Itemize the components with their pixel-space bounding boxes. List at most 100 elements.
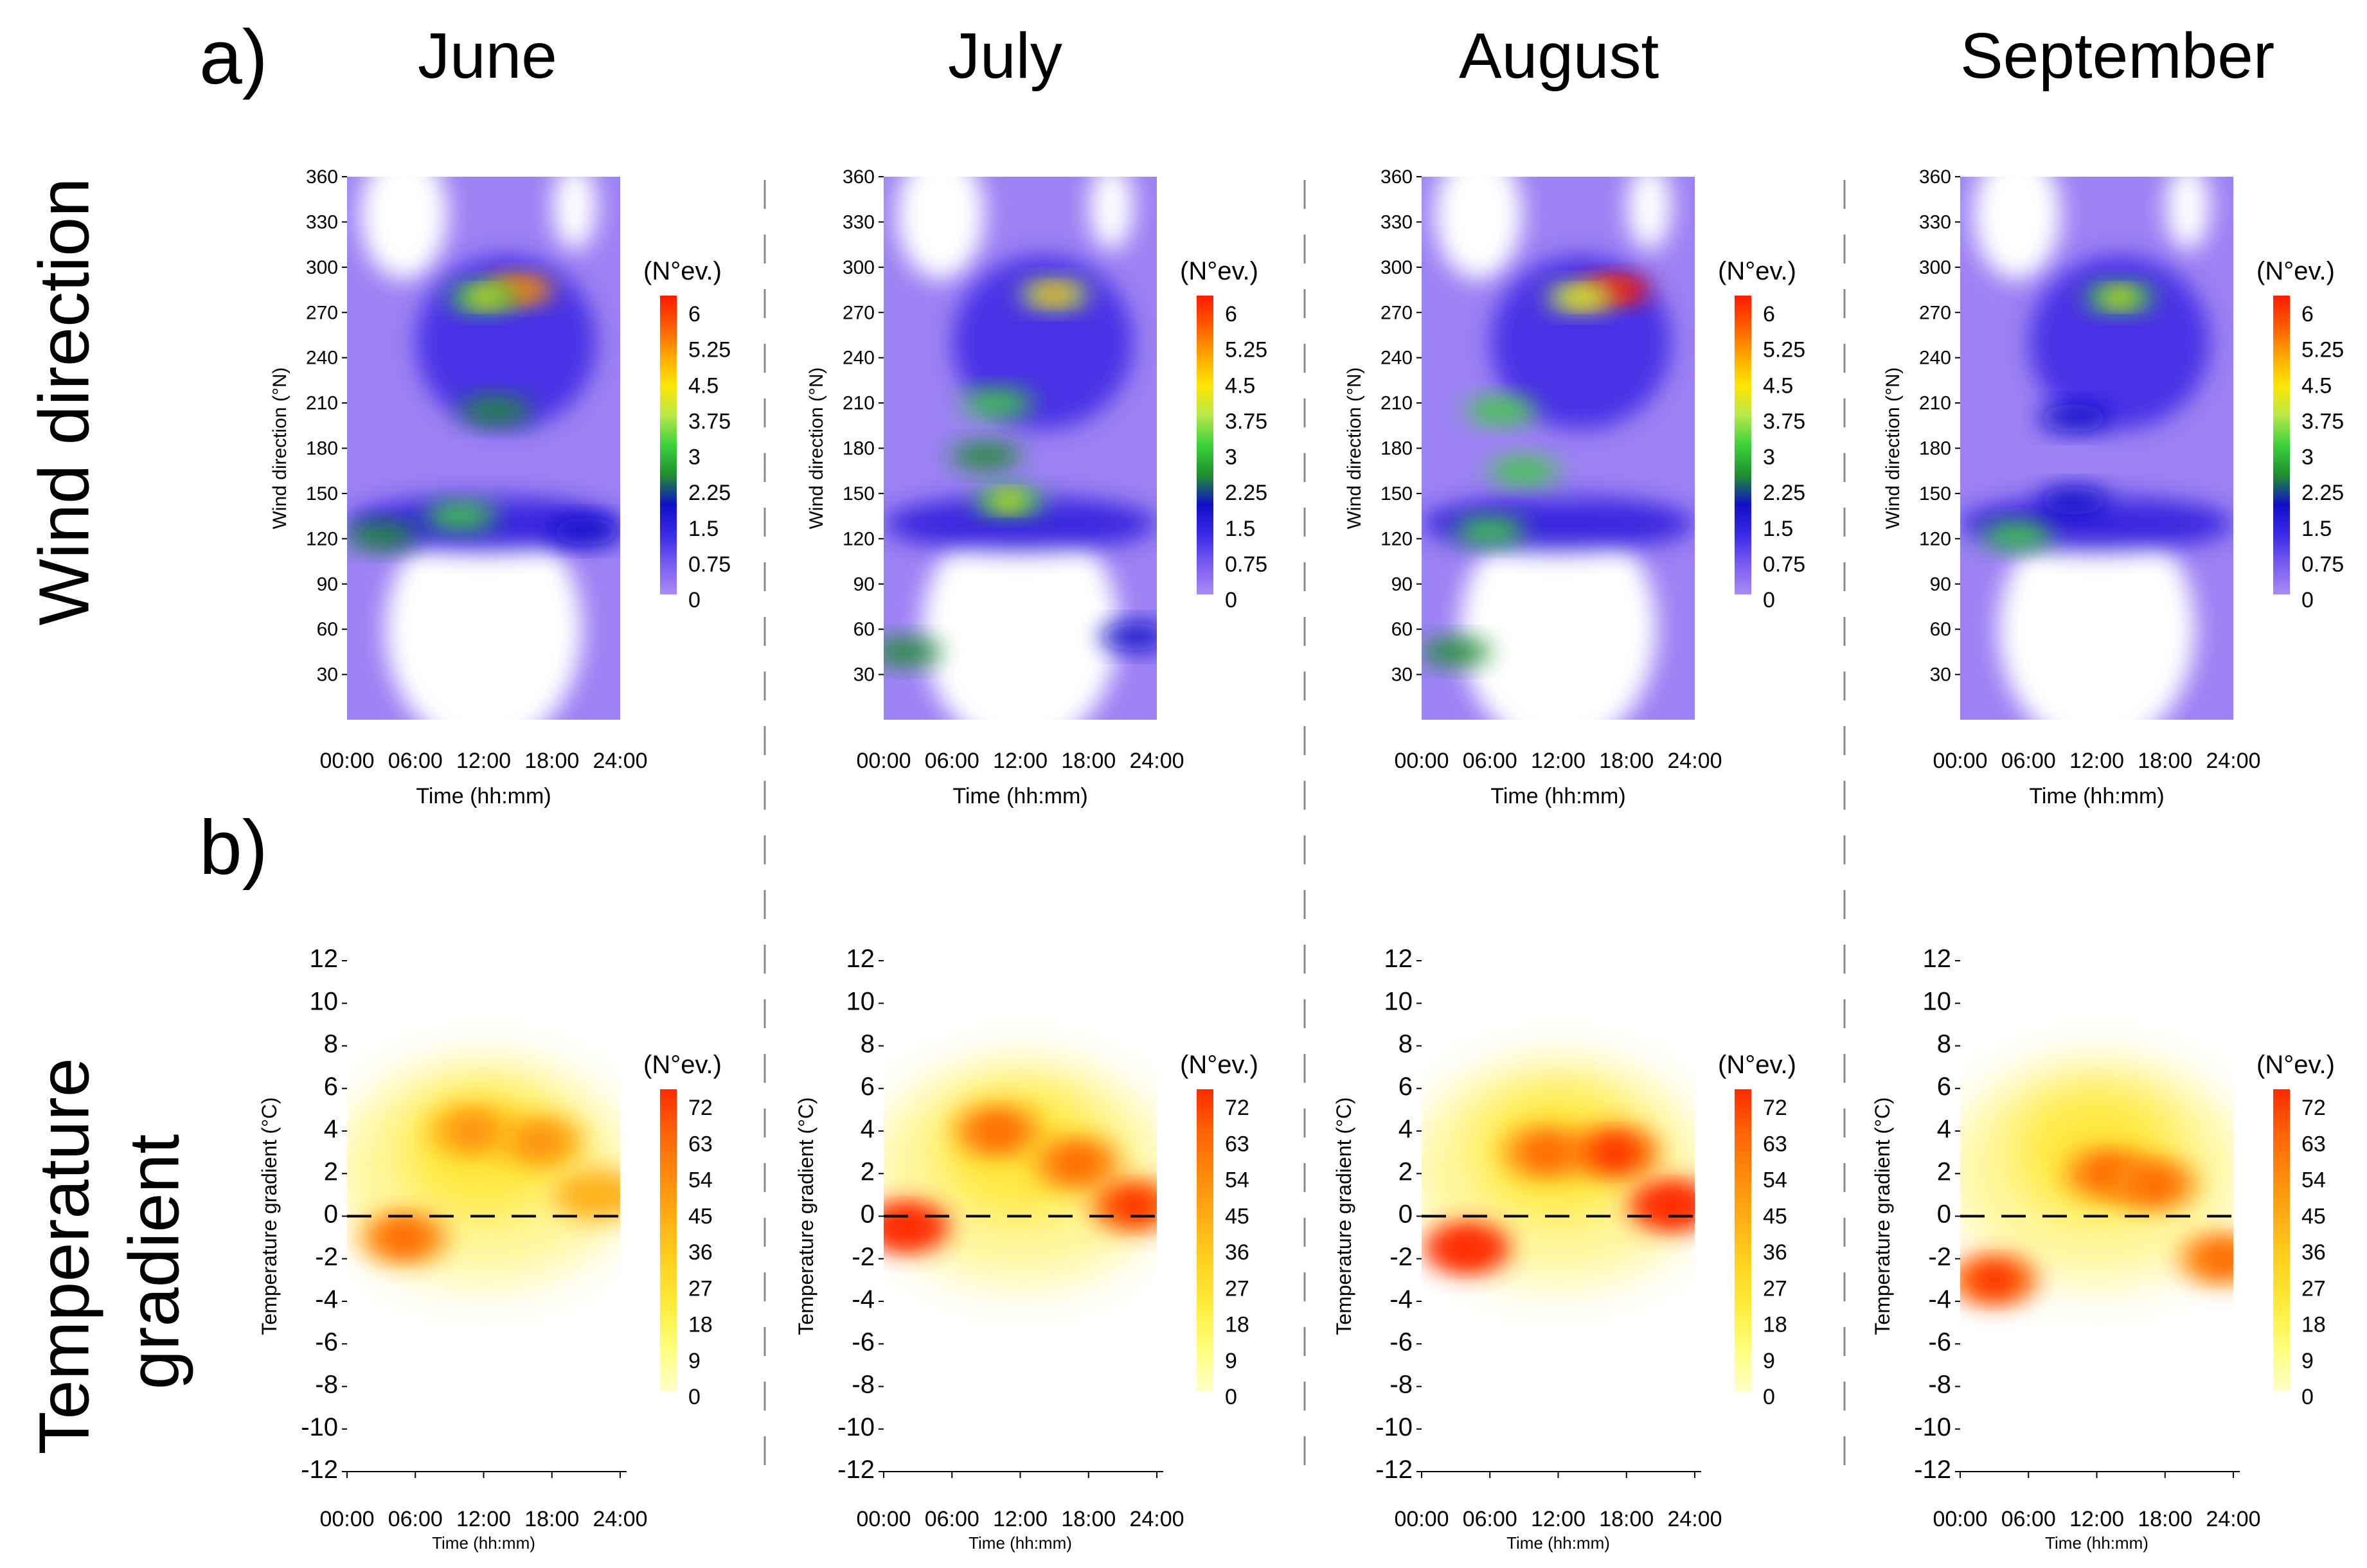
temp-july-xtick-label: 12:00 — [993, 1507, 1048, 1531]
temp-september-ytick-label: -2 — [1928, 1243, 1951, 1271]
wind-august-ytick-label: 90 — [1391, 574, 1413, 595]
wind-august-xtick-label: 18:00 — [1599, 749, 1654, 773]
wind-september-hotspot-core-0 — [2104, 289, 2136, 306]
wind-september-hotspot-3 — [2038, 487, 2110, 515]
temp-august-ytick-label: -10 — [1375, 1413, 1413, 1441]
temp-september-ytick-label: -6 — [1928, 1328, 1951, 1356]
temp-july-ytick-label: 0 — [861, 1200, 875, 1229]
wind-june-ylabel: Wind direction (°N) — [269, 367, 290, 529]
temp-september-xtick-label: 24:00 — [2206, 1507, 2260, 1531]
wind-june-colorbar-tick: 5.25 — [688, 338, 731, 362]
wind-september-colorbar-tick: 6 — [2301, 302, 2314, 326]
temp-june-ylabel: Temperature gradient (°C) — [258, 1097, 281, 1335]
temp-september-colorbar-tick: 9 — [2301, 1349, 2314, 1373]
wind-july-colorbar-tick: 5.25 — [1225, 338, 1267, 362]
temp-july-xlabel: Time (hh:mm) — [969, 1533, 1072, 1553]
temp-july-ylabel: Temperature gradient (°C) — [794, 1097, 817, 1335]
wind-july-xlabel: Time (hh:mm) — [952, 784, 1087, 808]
wind-june-ytick-label: 210 — [306, 393, 338, 414]
wind-july-plot-area — [884, 177, 1157, 720]
wind-july-ytick-label: 30 — [853, 664, 875, 686]
wind-august-ytick-label: 240 — [1380, 348, 1413, 369]
temp-july-colorbar-tick: 27 — [1225, 1276, 1249, 1301]
temp-july-hotspot-core-1 — [978, 1116, 1017, 1146]
wind-july-colorbar-tick: 6 — [1225, 302, 1237, 326]
temp-july-colorbar-tick: 36 — [1225, 1240, 1249, 1265]
temp-june-colorbar-title: (N°ev.) — [643, 1051, 722, 1079]
temp-august-ytick-label: -12 — [1375, 1456, 1413, 1484]
wind-september-colorbar-tick: 4.5 — [2301, 373, 2332, 398]
temp-june-ytick-label: -2 — [315, 1243, 338, 1271]
wind-june-ytick-label: 60 — [317, 619, 338, 640]
temp-august-colorbar-tick: 72 — [1763, 1096, 1787, 1120]
wind-september-ytick-label: 120 — [1919, 528, 1951, 549]
wind-june-colorbar-tick: 2.25 — [688, 481, 731, 505]
month-title-june: June — [418, 20, 557, 92]
wind-july-xtick-label: 18:00 — [1061, 749, 1116, 773]
month-title-september: September — [1960, 20, 2275, 92]
temp-september-ytick-label: -8 — [1928, 1371, 1951, 1399]
temp-september-ytick-label: 10 — [1923, 987, 1952, 1015]
wind-june-ytick-label: 30 — [317, 664, 338, 686]
temp-september-xtick-label: 12:00 — [2069, 1507, 2124, 1531]
wind-september-ytick-label: 60 — [1930, 619, 1951, 640]
temp-september-colorbar-tick: 0 — [2301, 1385, 2314, 1409]
wind-september-xtick-label: 12:00 — [2069, 749, 2124, 773]
wind-june-colorbar-tick: 6 — [688, 302, 701, 326]
wind-august-colorbar-tick: 0 — [1763, 588, 1775, 612]
panel-b-label: b) — [199, 805, 268, 891]
wind-august-colorbar-tick: 4.5 — [1763, 373, 1793, 398]
wind-september-ytick-label: 180 — [1919, 438, 1951, 459]
temp-june-colorbar — [660, 1089, 677, 1391]
temp-august-hotspot-core-1 — [1527, 1137, 1567, 1168]
wind-june-ytick-label: 270 — [306, 302, 338, 323]
wind-july-hotspot-3 — [951, 442, 1022, 470]
temp-june-ytick-label: 8 — [324, 1030, 338, 1058]
temp-july-ytick-label: 10 — [846, 987, 875, 1015]
wind-september-colorbar-tick: 3.75 — [2301, 409, 2344, 434]
temp-august-hotspot-core-2 — [1595, 1137, 1635, 1168]
wind-september-colorbar — [2273, 296, 2290, 594]
temp-august-colorbar-tick: 0 — [1763, 1385, 1775, 1409]
temp-june-hotspot-core-2 — [521, 1126, 560, 1157]
temp-august-ytick-label: 8 — [1398, 1030, 1413, 1058]
temp-june-colorbar-tick: 36 — [688, 1240, 713, 1265]
temp-june-ytick-label: 12 — [310, 945, 339, 973]
wind-june-ytick-label: 300 — [306, 257, 338, 278]
temp-june-xtick-label: 00:00 — [319, 1507, 374, 1531]
temp-september-ytick-label: 6 — [1937, 1073, 1951, 1101]
month-title-july: July — [948, 20, 1062, 92]
wind-june-plot-area — [347, 177, 620, 720]
temp-september-xtick-label: 18:00 — [2138, 1507, 2192, 1531]
wind-june-xtick-label: 18:00 — [524, 749, 579, 773]
temp-june-xtick-label: 18:00 — [524, 1507, 579, 1531]
wind-august-xtick-label: 06:00 — [1463, 749, 1517, 773]
temp-july-ytick-label: 2 — [861, 1157, 875, 1186]
temp-june-colorbar-tick: 63 — [688, 1132, 713, 1156]
temp-september-colorbar-tick: 18 — [2301, 1313, 2326, 1337]
wind-july-ytick-label: 300 — [843, 257, 875, 278]
wind-june-ytick-label: 120 — [306, 528, 338, 549]
temp-august-ytick-label: -8 — [1389, 1371, 1413, 1399]
temp-september-colorbar-tick: 27 — [2301, 1276, 2326, 1301]
temp-july-xtick-label: 18:00 — [1061, 1507, 1116, 1531]
temp-july-ytick-label: -12 — [837, 1456, 875, 1484]
temp-july-ytick-label: -6 — [852, 1328, 875, 1356]
wind-june-ytick-label: 90 — [317, 574, 338, 595]
wind-september-colorbar-tick: 0.75 — [2301, 552, 2344, 576]
temp-june-ytick-label: -10 — [301, 1413, 338, 1441]
temp-june-colorbar-tick: 9 — [688, 1349, 701, 1373]
wind-september-plot-area — [1960, 177, 2233, 720]
wind-september-ytick-label: 360 — [1919, 166, 1951, 188]
temp-june-ytick-label: 6 — [324, 1073, 338, 1101]
temp-august-colorbar-tick: 27 — [1763, 1276, 1787, 1301]
temp-august-colorbar-tick: 54 — [1763, 1168, 1787, 1193]
wind-september-ytick-label: 270 — [1919, 302, 1951, 323]
temp-august-ytick-label: 10 — [1384, 987, 1413, 1015]
temp-september-ytick-label: 0 — [1937, 1200, 1951, 1229]
temp-july-xtick-label: 06:00 — [925, 1507, 979, 1531]
wind-july-hotspot-5 — [1098, 623, 1157, 651]
wind-june-clear-region — [385, 510, 582, 720]
wind-june-hotspot-4 — [347, 522, 417, 549]
